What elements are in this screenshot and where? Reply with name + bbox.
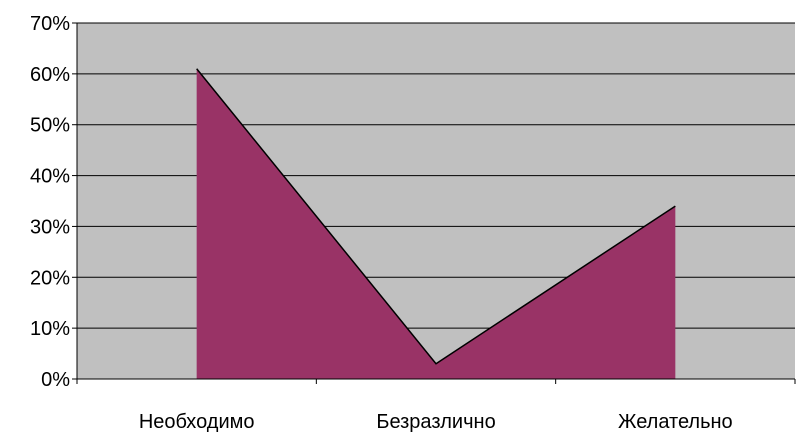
y-axis-ticks: 0% 10% 20% 30% 40% 50% 60% 70% bbox=[30, 13, 77, 391]
y-tick-label: 50% bbox=[30, 115, 70, 137]
y-tick-label: 20% bbox=[30, 267, 70, 289]
x-category-label: Необходимо bbox=[139, 411, 255, 433]
y-tick-label: 0% bbox=[41, 369, 70, 391]
y-tick-label: 30% bbox=[30, 216, 70, 238]
y-tick-label: 10% bbox=[30, 318, 70, 340]
area-line bbox=[196, 68, 676, 365]
y-tick-label: 40% bbox=[30, 166, 70, 188]
x-category-label: Безразлично bbox=[376, 411, 495, 433]
area-fill bbox=[196, 68, 676, 380]
y-tick-label: 70% bbox=[30, 13, 70, 35]
y-tick-label: 60% bbox=[30, 64, 70, 86]
x-axis-ticks: Необходимо Безразлично Желательно bbox=[76, 379, 796, 433]
plot-background bbox=[77, 23, 795, 379]
x-category-label: Желательно bbox=[618, 411, 733, 433]
axes bbox=[76, 23, 795, 380]
area-series bbox=[196, 68, 676, 380]
